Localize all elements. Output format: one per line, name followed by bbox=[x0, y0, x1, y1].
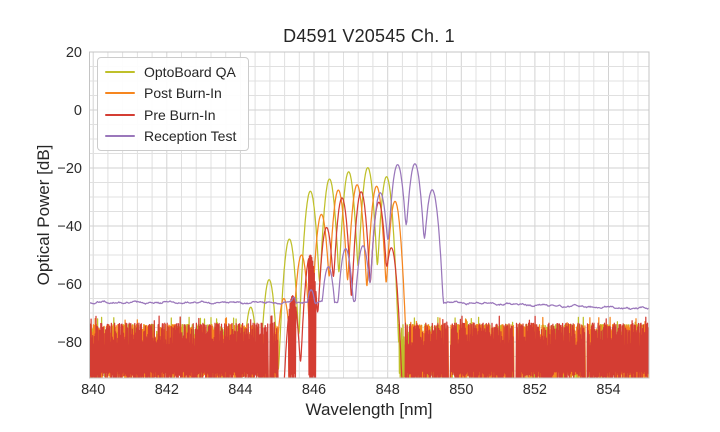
y-tick-label: −60 bbox=[57, 277, 82, 293]
x-tick-label: 848 bbox=[376, 382, 400, 398]
legend-item-label: Pre Burn-In bbox=[144, 106, 216, 123]
x-tick-label: 846 bbox=[302, 382, 326, 398]
legend-line-sample bbox=[105, 135, 135, 138]
gridlines bbox=[89, 51, 649, 378]
x-tick-label: 844 bbox=[228, 382, 252, 398]
legend-item-label: Reception Test bbox=[144, 128, 237, 145]
x-tick-label: 854 bbox=[596, 382, 620, 398]
y-axis-label: Optical Power [dB] bbox=[34, 144, 53, 286]
y-tick-label: −20 bbox=[57, 161, 82, 177]
legend-line-sample bbox=[105, 70, 135, 73]
x-tick-label: 840 bbox=[81, 382, 105, 398]
series-line-reception-test bbox=[89, 163, 649, 311]
legend-item-label: OptoBoard QA bbox=[144, 63, 236, 80]
series-curves bbox=[89, 163, 649, 378]
y-tick-label: −40 bbox=[57, 219, 82, 235]
legend-item: Reception Test bbox=[98, 128, 248, 144]
legend-item: OptoBoard QA bbox=[98, 64, 248, 80]
x-axis-label: Wavelength [nm] bbox=[305, 400, 433, 419]
legend-item: Pre Burn-In bbox=[98, 107, 248, 123]
legend-item-label: Post Burn-In bbox=[144, 85, 222, 102]
x-tick-label: 852 bbox=[523, 382, 547, 398]
x-tick-label: 850 bbox=[449, 382, 473, 398]
legend-line-sample bbox=[105, 92, 135, 95]
chart-title: D4591 V20545 Ch. 1 bbox=[283, 26, 455, 46]
y-tick-label: 20 bbox=[66, 45, 82, 61]
legend-line-sample bbox=[105, 113, 135, 116]
y-tick-label: 0 bbox=[74, 103, 82, 119]
plot-frame bbox=[89, 51, 650, 379]
legend: OptoBoard QA Post Burn-In Pre Burn-In Re… bbox=[97, 57, 249, 151]
series-line-pre-burn-in bbox=[89, 191, 649, 378]
legend-item: Post Burn-In bbox=[98, 85, 248, 101]
x-tick-label: 842 bbox=[155, 382, 179, 398]
y-tick-label: −80 bbox=[57, 335, 82, 351]
